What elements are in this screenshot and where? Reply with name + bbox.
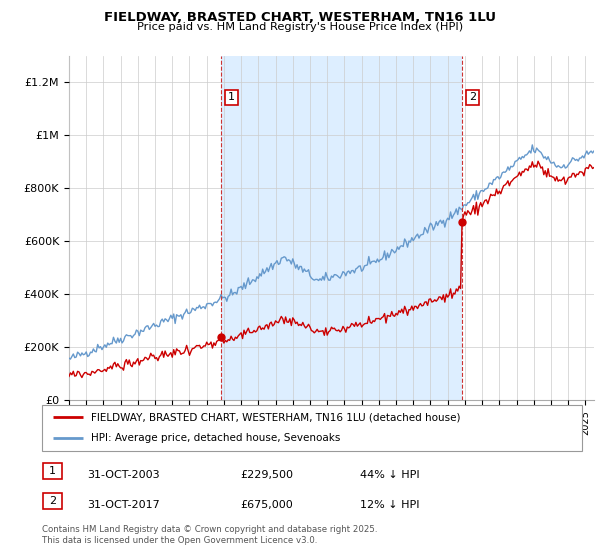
Text: 1: 1 <box>49 466 56 476</box>
Text: Price paid vs. HM Land Registry's House Price Index (HPI): Price paid vs. HM Land Registry's House … <box>137 22 463 32</box>
Text: FIELDWAY, BRASTED CHART, WESTERHAM, TN16 1LU (detached house): FIELDWAY, BRASTED CHART, WESTERHAM, TN16… <box>91 412 460 422</box>
Text: £675,000: £675,000 <box>240 500 293 510</box>
Text: HPI: Average price, detached house, Sevenoaks: HPI: Average price, detached house, Seve… <box>91 433 340 444</box>
Text: 12% ↓ HPI: 12% ↓ HPI <box>360 500 419 510</box>
Text: 2: 2 <box>469 92 476 102</box>
Text: 31-OCT-2003: 31-OCT-2003 <box>87 470 160 480</box>
Bar <box>221 56 462 400</box>
Text: FIELDWAY, BRASTED CHART, WESTERHAM, TN16 1LU: FIELDWAY, BRASTED CHART, WESTERHAM, TN16… <box>104 11 496 24</box>
Text: 31-OCT-2017: 31-OCT-2017 <box>87 500 160 510</box>
Text: £229,500: £229,500 <box>240 470 293 480</box>
Text: 44% ↓ HPI: 44% ↓ HPI <box>360 470 419 480</box>
Text: Contains HM Land Registry data © Crown copyright and database right 2025.
This d: Contains HM Land Registry data © Crown c… <box>42 525 377 545</box>
Text: 1: 1 <box>228 92 235 102</box>
Text: 2: 2 <box>49 496 56 506</box>
